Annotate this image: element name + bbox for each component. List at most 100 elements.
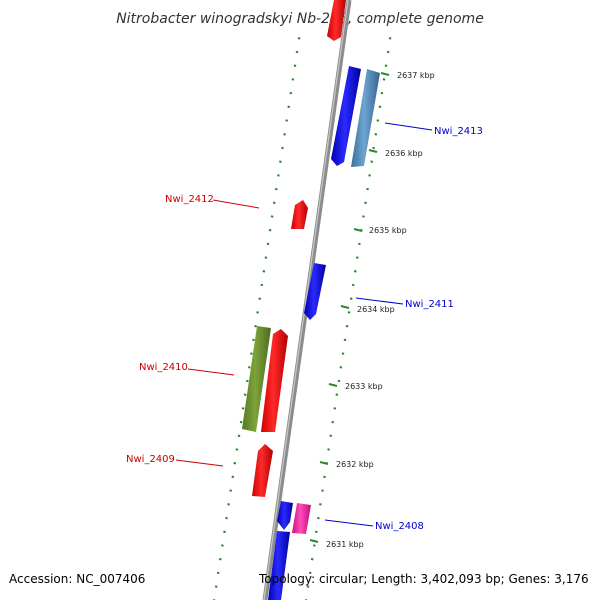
- gene-nwi-2408[interactable]: [292, 503, 311, 534]
- track-dot: [337, 379, 341, 383]
- track-dot: [216, 571, 220, 575]
- track-dot: [241, 407, 245, 410]
- track-dot: [214, 585, 218, 588]
- gene-blue-bottom[interactable]: [268, 531, 290, 600]
- left-dotted-track: [213, 37, 301, 600]
- track-dot: [218, 557, 222, 561]
- track-dot: [262, 270, 266, 273]
- track-dot: [314, 530, 318, 534]
- label-nwi-2413[interactable]: Nwi_2413: [434, 126, 483, 137]
- track-dot: [225, 516, 228, 520]
- tick-label-2636: 2636 kbp: [385, 149, 423, 158]
- track-dot: [343, 338, 347, 342]
- tick-label-2632: 2632 kbp: [336, 460, 374, 469]
- track-dot: [376, 119, 380, 122]
- track-dot: [317, 516, 320, 520]
- track-dot: [382, 78, 386, 81]
- map-title: Nitrobacter winogradskyi Nb-255, complet…: [116, 11, 484, 27]
- track-dot: [355, 256, 359, 259]
- tick-mark: [328, 383, 338, 387]
- leader-nwi-2413: [384, 122, 433, 131]
- genome-stats-text: Topology: circular; Length: 3,402,093 bp…: [259, 572, 589, 586]
- track-dot: [266, 242, 270, 246]
- gene-nwi-2410-olive[interactable]: [242, 326, 271, 432]
- track-dot: [323, 475, 326, 479]
- gene-nwi-2409[interactable]: [252, 444, 273, 497]
- track-dot: [223, 530, 226, 534]
- track-dot: [295, 50, 299, 54]
- track-dot: [312, 544, 316, 547]
- track-dot: [260, 283, 264, 287]
- track-dot: [351, 283, 355, 287]
- track-dot: [362, 215, 365, 218]
- tick-label-2637: 2637 kbp: [397, 71, 435, 80]
- track-dot: [374, 133, 378, 136]
- gene-features: [242, 0, 380, 600]
- gene-blue-small[interactable]: [277, 501, 293, 530]
- leader-nwi-2408: [324, 519, 374, 527]
- track-dot: [335, 393, 339, 396]
- track-dot: [306, 585, 310, 588]
- tick-mark: [309, 539, 319, 543]
- track-dot: [231, 475, 235, 479]
- label-nwi-2411[interactable]: Nwi_2411: [405, 299, 454, 310]
- gene-red-top[interactable]: [327, 0, 346, 41]
- track-dot: [327, 448, 330, 451]
- gene-nwi-2412[interactable]: [291, 200, 308, 229]
- track-dot: [229, 489, 233, 492]
- track-dot: [239, 420, 243, 424]
- track-dot: [291, 78, 295, 81]
- track-dot: [297, 37, 301, 40]
- label-nwi-2410[interactable]: Nwi_2410: [139, 362, 188, 373]
- label-nwi-2409[interactable]: Nwi_2409: [126, 454, 175, 465]
- leader-nwi-2412: [212, 199, 260, 209]
- track-dot: [233, 461, 237, 465]
- gene-nwi-2410-red[interactable]: [261, 329, 288, 432]
- track-dot: [252, 338, 255, 342]
- track-dot: [250, 352, 253, 355]
- track-dot: [370, 160, 374, 163]
- track-dot: [274, 187, 278, 191]
- accession-text: Accession: NC_007406: [9, 572, 146, 586]
- track-dot: [235, 448, 239, 451]
- gene-nwi-2411[interactable]: [304, 263, 326, 320]
- track-dot: [368, 174, 371, 177]
- label-nwi-2412[interactable]: Nwi_2412: [165, 194, 214, 205]
- track-dot: [345, 324, 349, 328]
- tick-label-2631: 2631 kbp: [326, 540, 364, 549]
- track-dot: [380, 91, 384, 95]
- track-dot: [321, 489, 324, 492]
- label-nwi-2408[interactable]: Nwi_2408: [375, 521, 424, 532]
- track-dot: [268, 228, 272, 232]
- leader-nwi-2409: [175, 459, 224, 467]
- track-dot: [308, 571, 312, 575]
- track-dot: [364, 201, 367, 205]
- track-dot: [264, 256, 268, 259]
- track-dot: [386, 50, 390, 54]
- gene-nwi-2413-steel[interactable]: [351, 69, 380, 167]
- tick-mark: [340, 305, 350, 309]
- track-dot: [227, 503, 230, 506]
- track-dot: [247, 366, 251, 369]
- track-dot: [331, 420, 335, 424]
- track-dot: [283, 133, 286, 136]
- tick-mark: [319, 461, 329, 465]
- track-dot: [388, 37, 392, 40]
- track-dot: [237, 434, 241, 438]
- track-dot: [333, 407, 337, 410]
- track-dot: [221, 544, 224, 547]
- track-dot: [319, 503, 322, 506]
- gene-labels: Nwi_2413 Nwi_2412 Nwi_2411 Nwi_2410 Nwi_…: [126, 122, 483, 532]
- track-dot: [329, 434, 333, 438]
- track-dot: [256, 311, 259, 314]
- track-dot: [347, 311, 351, 314]
- track-dot: [372, 146, 376, 150]
- tick-label-2634: 2634 kbp: [357, 305, 395, 314]
- gene-nwi-2413-blue[interactable]: [331, 66, 361, 166]
- track-dot: [270, 215, 274, 218]
- leader-nwi-2410: [187, 368, 235, 376]
- tick-label-2633: 2633 kbp: [345, 382, 383, 391]
- tick-label-2635: 2635 kbp: [369, 226, 407, 235]
- track-dot: [287, 105, 291, 109]
